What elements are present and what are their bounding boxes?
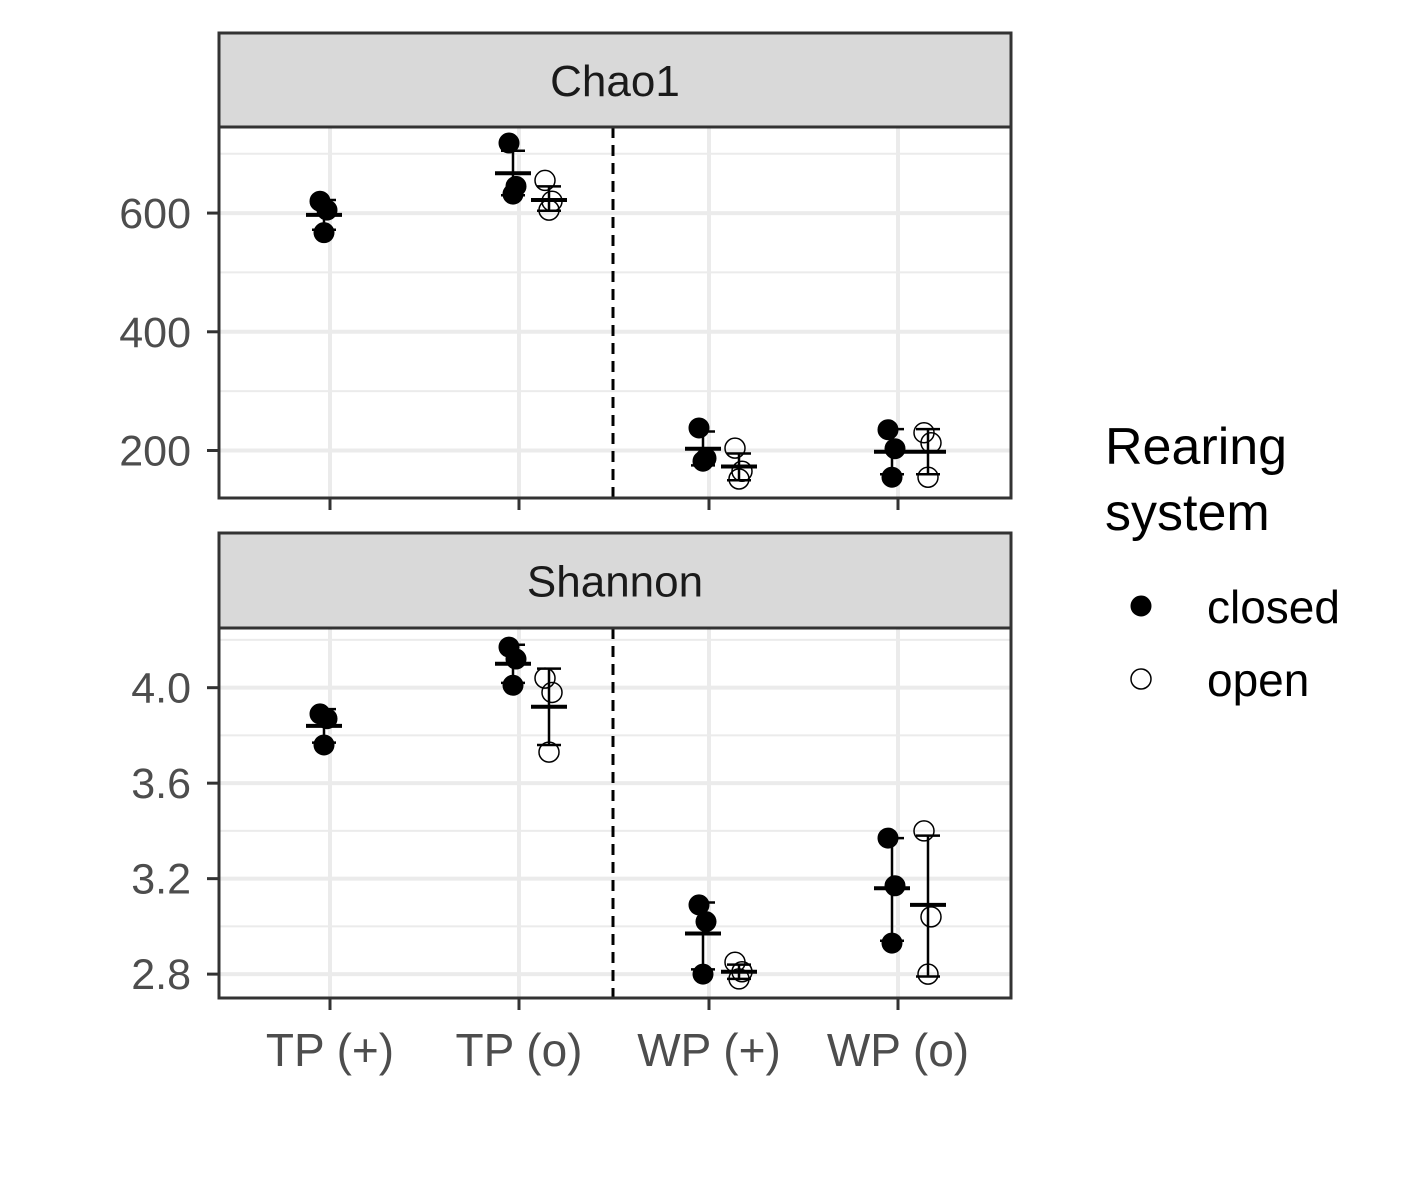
open-point bbox=[728, 468, 750, 490]
closed-point bbox=[502, 674, 524, 696]
legend-title: system bbox=[1105, 484, 1270, 542]
closed-point bbox=[884, 438, 906, 460]
facet-strip-title: Chao1 bbox=[550, 57, 680, 106]
legend: Rearing system closed open bbox=[1105, 418, 1340, 706]
closed-point bbox=[688, 417, 710, 439]
x-tick-label: TP (+) bbox=[266, 1024, 394, 1076]
plot-background bbox=[219, 127, 1011, 498]
facet-strip bbox=[217, 531, 1013, 630]
y-tick-label: 4.0 bbox=[131, 665, 191, 713]
open-point bbox=[917, 466, 939, 488]
x-tick-label: WP (+) bbox=[637, 1024, 781, 1076]
y-tick-label: 200 bbox=[119, 428, 191, 476]
closed-point bbox=[884, 875, 906, 897]
closed-point bbox=[313, 734, 335, 756]
legend-label-closed: closed bbox=[1207, 581, 1340, 633]
closed-point bbox=[881, 932, 903, 954]
legend-key-closed bbox=[1130, 595, 1152, 617]
facet-strip-title: Shannon bbox=[527, 558, 703, 607]
open-point bbox=[534, 169, 556, 192]
open-point bbox=[541, 681, 563, 704]
closed-point bbox=[695, 911, 717, 933]
legend-title: Rearing bbox=[1105, 418, 1287, 476]
y-tick-label: 2.8 bbox=[131, 951, 191, 999]
y-tick-label: 3.6 bbox=[131, 760, 191, 808]
open-point bbox=[920, 906, 942, 928]
closed-point bbox=[692, 450, 714, 472]
open-point bbox=[913, 820, 935, 842]
closed-point bbox=[316, 199, 338, 221]
panel-shannon: Shannon 2.8 3.2 3.6 4.0 TP (+) TP (o) WP (+) WP … bbox=[131, 531, 1013, 1076]
x-tick-label: WP (o) bbox=[827, 1024, 969, 1076]
open-point bbox=[538, 741, 560, 763]
open-point bbox=[724, 437, 746, 459]
closed-point bbox=[877, 419, 899, 441]
closed-point bbox=[881, 466, 903, 488]
closed-point bbox=[313, 222, 335, 244]
x-tick-label: TP (o) bbox=[456, 1024, 583, 1076]
legend-label-open: open bbox=[1207, 654, 1309, 706]
y-tick-label: 400 bbox=[119, 309, 191, 357]
open-point bbox=[534, 667, 556, 689]
closed-point bbox=[692, 963, 714, 985]
closed-point bbox=[502, 183, 524, 205]
y-tick-label: 600 bbox=[119, 190, 191, 238]
legend-key-open bbox=[1130, 668, 1152, 690]
open-point bbox=[917, 963, 939, 985]
panel-chao1: Chao1 200 400 600 bbox=[119, 31, 1013, 510]
closed-point bbox=[498, 132, 520, 154]
facet-strip bbox=[217, 31, 1013, 129]
open-point bbox=[538, 199, 560, 221]
closed-point bbox=[505, 648, 527, 670]
closed-point bbox=[877, 827, 899, 849]
closed-point bbox=[316, 708, 338, 730]
y-tick-label: 3.2 bbox=[131, 856, 191, 904]
open-point bbox=[728, 968, 750, 990]
